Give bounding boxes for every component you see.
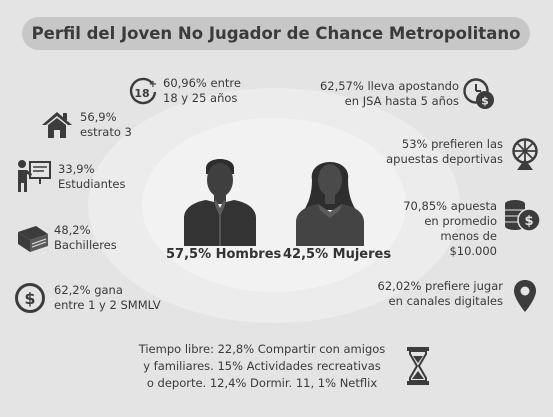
average-stat-line2: en promedio	[424, 214, 497, 228]
coin-stack-icon: $	[503, 196, 543, 234]
bachilleres-stat-line1: 48,2%	[54, 223, 91, 237]
student-whiteboard-icon	[16, 158, 52, 194]
hourglass-icon	[406, 346, 430, 386]
page-title: Perfil del Joven No Jugador de Chance Me…	[22, 17, 530, 50]
income-stat: 62,2% gana entre 1 y 2 SMMLV	[54, 283, 161, 313]
age-stat-line2: 18 y 25 años	[163, 91, 238, 105]
svg-text:+: +	[149, 79, 157, 90]
clock-money-icon: $	[462, 77, 496, 111]
digital-stat-line2: en canales digitales	[388, 294, 503, 308]
location-pin-icon	[512, 279, 538, 313]
students-stat-line2: Estudiantes	[58, 177, 126, 191]
average-stat-line4: $10.000	[449, 244, 497, 258]
sports-stat-line2: apuestas deportivas	[386, 152, 503, 166]
book-icon	[14, 224, 50, 254]
sports-stat-line1: 53% prefieren las	[401, 137, 503, 151]
age-18-plus-icon: 18 +	[128, 77, 158, 107]
bachilleres-stat: 48,2% Bachilleres	[54, 223, 117, 253]
digital-stat: 62,02% prefiere jugar en canales digital…	[378, 279, 503, 309]
bachilleres-stat-line2: Bachilleres	[54, 238, 117, 252]
digital-stat-line1: 62,02% prefiere jugar	[377, 279, 503, 293]
women-percentage: 42,5% Mujeres	[283, 247, 392, 262]
men-percentage: 57,5% Hombres	[166, 247, 282, 262]
inner-ellipse	[142, 118, 406, 292]
man-figure-icon	[180, 152, 260, 246]
estrato-stat-line1: 56,9%	[80, 110, 117, 124]
average-stat: 70,85% apuesta en promedio menos de $10.…	[403, 199, 497, 259]
svg-text:$: $	[24, 289, 35, 308]
estrato-stat: 56,9% estrato 3	[80, 110, 132, 140]
betting-stat: 62,57% lleva apostando en JSA hasta 5 añ…	[320, 79, 459, 109]
svg-text:$: $	[524, 214, 533, 229]
students-stat-line1: 33,9%	[58, 162, 95, 176]
income-stat-line2: entre 1 y 2 SMMLV	[54, 298, 161, 312]
woman-figure-icon	[290, 150, 370, 246]
betting-stat-line1: 62,57% lleva apostando	[319, 79, 459, 93]
free-time-line3: o deporte. 12,4% Dormir. 11, 1% Netflix	[146, 376, 378, 390]
dollar-coin-icon: $	[14, 282, 46, 314]
free-time-stat: Tiempo libre: 22,8% Compartir con amigos…	[120, 341, 404, 392]
average-stat-line3: menos de	[440, 229, 497, 243]
age-stat-line1: 60,96% entre	[163, 76, 241, 90]
free-time-line1: Tiempo libre: 22,8% Compartir con amigos	[138, 342, 386, 356]
students-stat: 33,9% Estudiantes	[58, 162, 125, 192]
free-time-line2: y familiares. 15% Actividades recreativa…	[143, 359, 381, 373]
income-stat-line1: 62,2% gana	[54, 283, 123, 297]
svg-text:$: $	[481, 95, 489, 108]
sports-stat: 53% prefieren las apuestas deportivas	[386, 137, 503, 167]
age-stat: 60,96% entre 18 y 25 años	[163, 76, 241, 106]
lottery-wheel-icon	[508, 137, 542, 171]
house-icon	[40, 110, 74, 140]
average-stat-line1: 70,85% apuesta	[403, 199, 497, 213]
betting-stat-line2: en JSA hasta 5 años	[344, 94, 459, 108]
svg-text:18: 18	[134, 87, 149, 100]
estrato-stat-line2: estrato 3	[80, 125, 132, 139]
